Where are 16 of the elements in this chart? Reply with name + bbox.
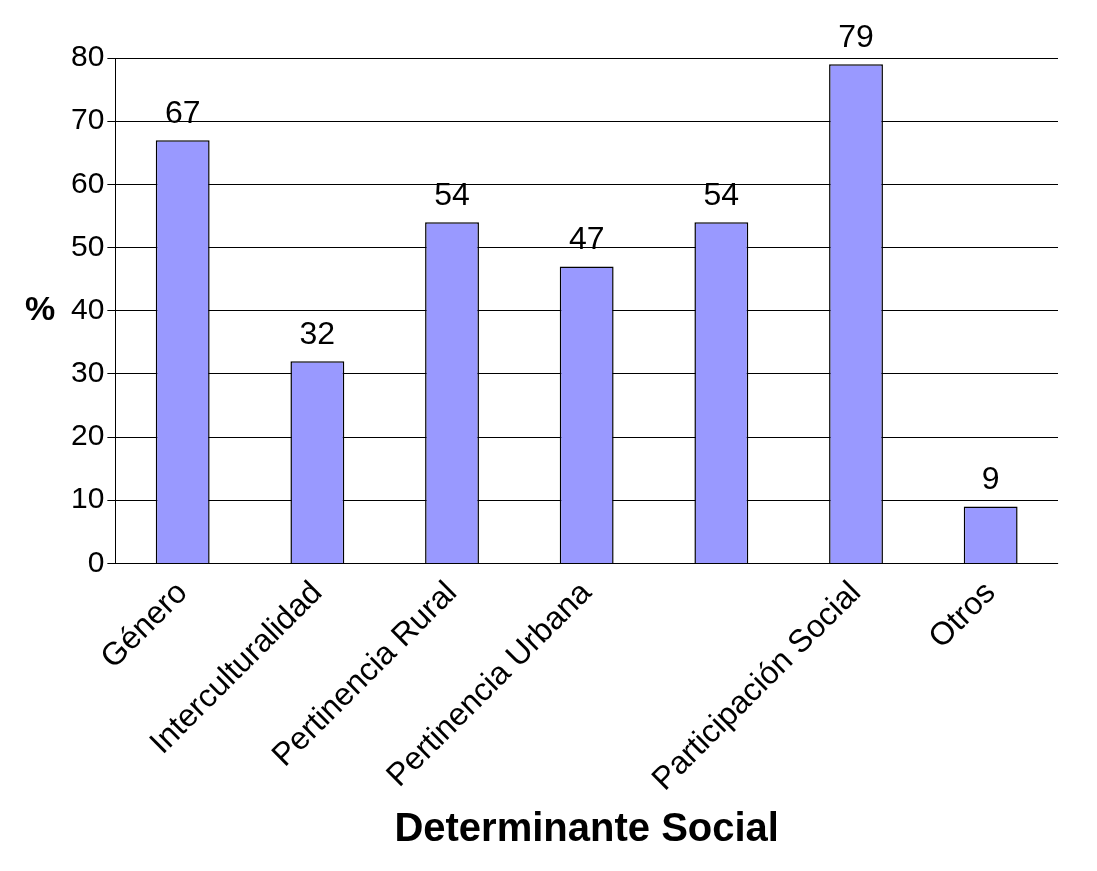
x-axis-title: Determinante Social [394, 805, 779, 850]
y-tick-label: 60 [70, 165, 105, 199]
y-tick-label: 10 [70, 481, 105, 515]
y-tick-label: 30 [70, 355, 105, 389]
data-label: 9 [981, 460, 1000, 497]
y-tick-label: 50 [70, 228, 105, 262]
y-tick-label: 20 [70, 418, 105, 452]
y-tick-label: 0 [87, 544, 105, 578]
y-axis-title: % [24, 289, 56, 328]
y-tick-label: 40 [70, 291, 105, 325]
data-label: 32 [299, 315, 336, 352]
data-label: 67 [164, 93, 201, 130]
y-tick-label: 70 [70, 102, 105, 136]
data-label: 79 [838, 18, 874, 55]
y-tick-label: 80 [70, 39, 105, 73]
data-label: 47 [568, 220, 605, 257]
